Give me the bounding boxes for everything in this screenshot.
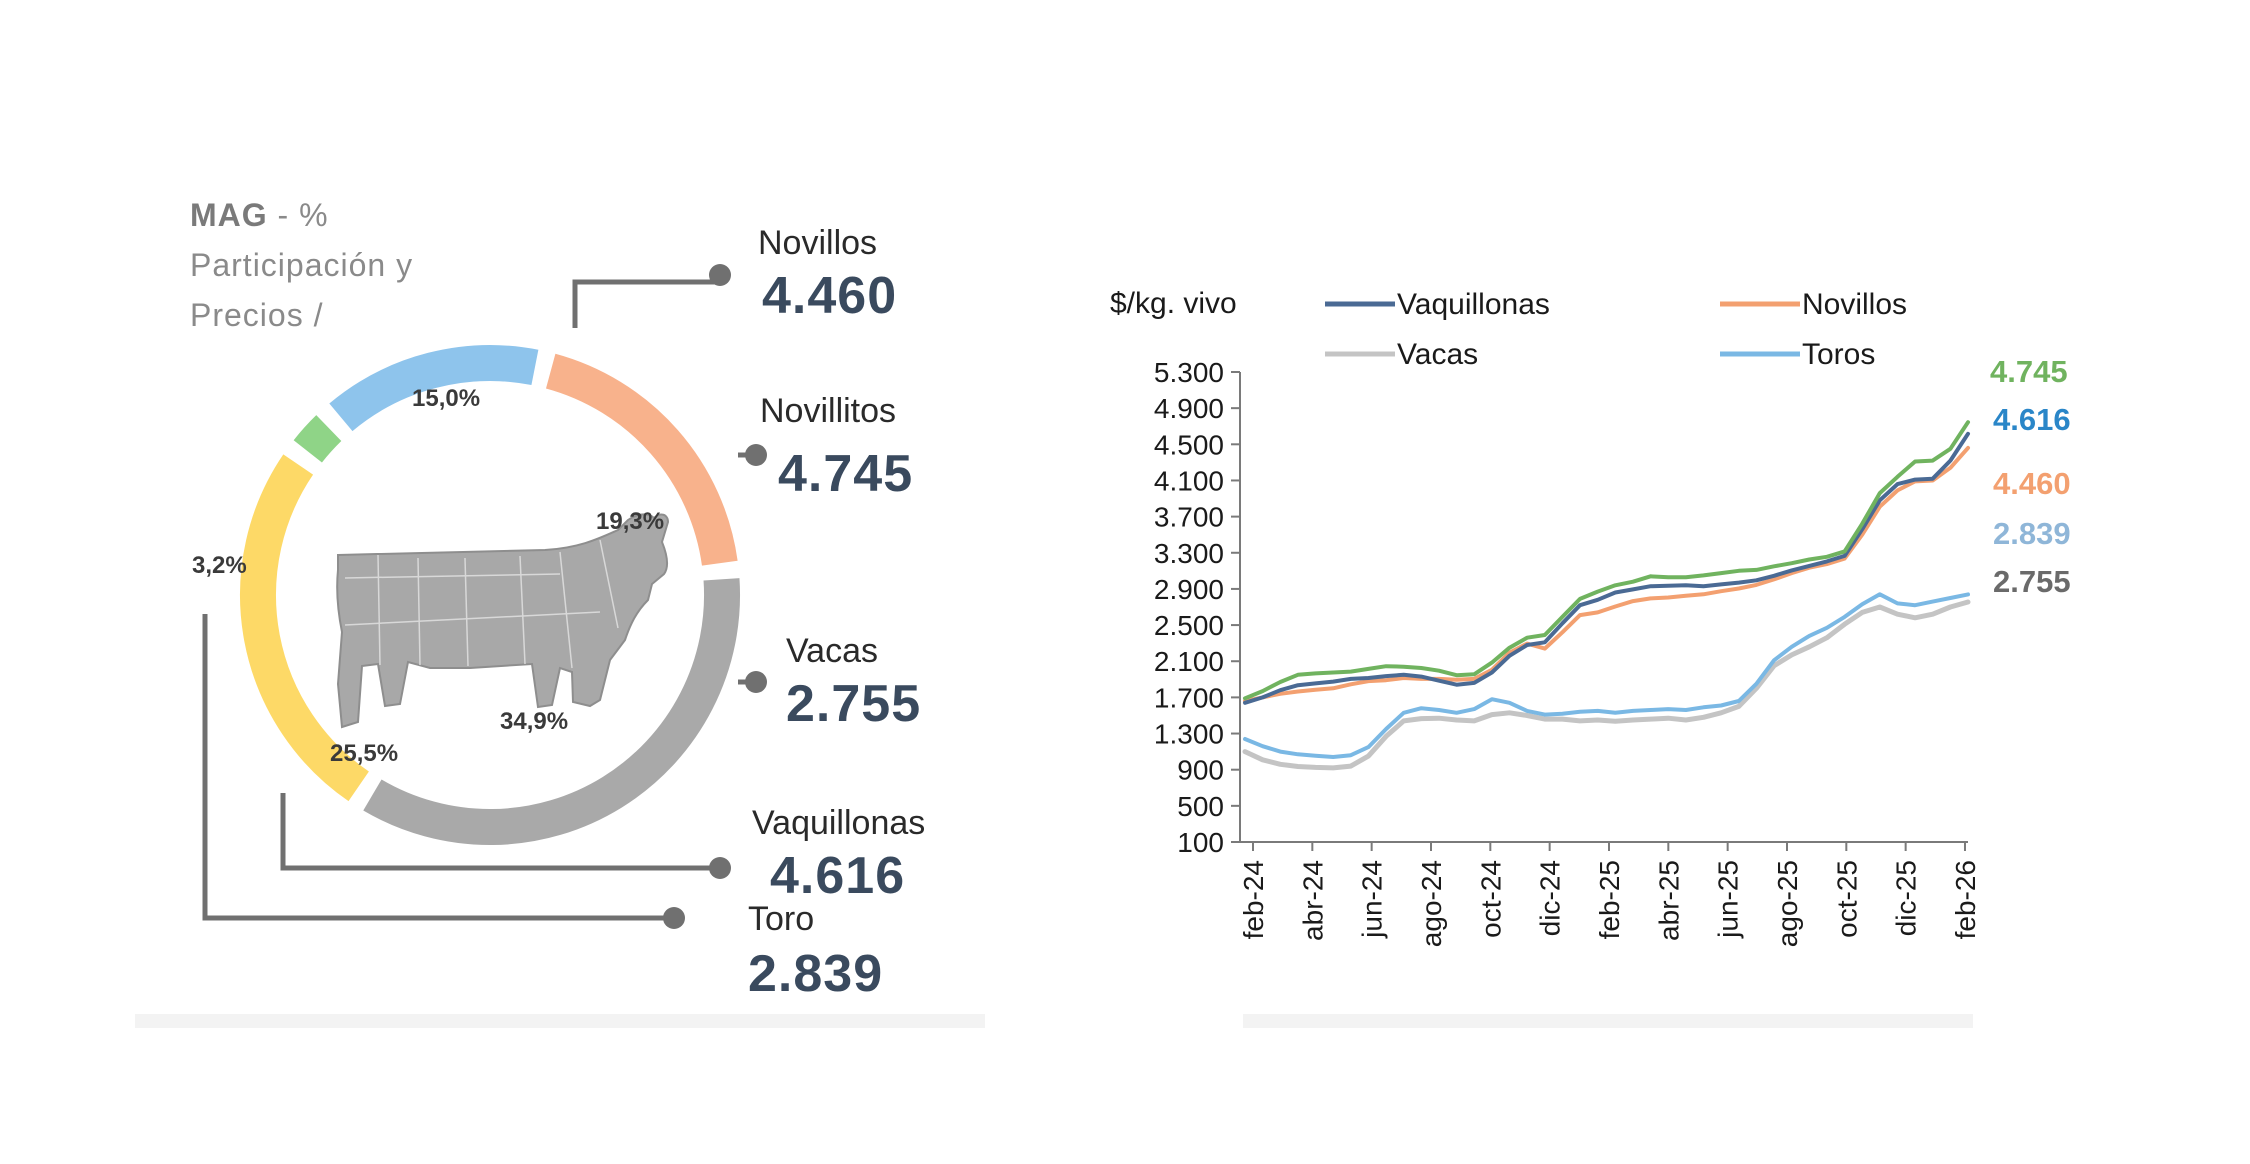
callout-price-novillos: 4.460	[762, 267, 898, 325]
y-tick-label: 2.500	[1154, 610, 1224, 641]
y-tick-label: 2.100	[1154, 646, 1224, 677]
x-tick-label: dic-24	[1535, 860, 1566, 936]
pie-slice-toro	[293, 415, 342, 463]
x-tick-label: ago-24	[1416, 860, 1447, 947]
y-tick-label: 2.900	[1154, 574, 1224, 605]
header-line-3: Precios /	[190, 297, 324, 333]
leader-line-toro	[202, 614, 672, 921]
leader-dot-vacas	[745, 671, 767, 693]
panel-header: MAG - % Participación y Precios /	[190, 190, 413, 340]
end-label-vacas: 2.755	[1993, 564, 2071, 599]
pct-label-novillos: 15,0%	[412, 385, 480, 412]
x-tick-label: feb-24	[1238, 860, 1269, 939]
callout-name-novillitos: Novillitos	[760, 392, 897, 430]
legend-label-novillos: Novillos	[1802, 288, 1907, 321]
leader-dot-toro	[663, 907, 685, 929]
end-label-toros: 2.839	[1993, 516, 2071, 551]
legend-label-vaquillonas: Vaquillonas	[1397, 288, 1550, 321]
end-label-novillitos: 4.745	[1990, 354, 2068, 389]
line-chart: $/kg. vivo Vaquillonas Novillos Vacas To…	[1110, 287, 2071, 947]
series-line-novillos	[1243, 445, 1970, 703]
end-label-novillos: 4.460	[1993, 466, 2071, 501]
x-tick-label: abr-24	[1297, 860, 1328, 941]
y-tick-label: 4.900	[1154, 393, 1224, 424]
callout-price-toro: 2.839	[748, 945, 884, 1003]
callout-price-vaquillonas: 4.616	[770, 847, 906, 905]
x-tick-label: jun-24	[1357, 860, 1388, 939]
callout-name-toro: Toro	[748, 900, 815, 938]
callout-name-vaquillonas: Vaquillonas	[752, 804, 926, 842]
x-tick-label: feb-25	[1594, 860, 1625, 939]
leader-line-novillos	[572, 279, 718, 328]
y-tick-label: 5.300	[1154, 357, 1224, 388]
callout-price-novillitos: 4.745	[778, 445, 914, 503]
leader-line-vaquillonas	[280, 793, 718, 871]
leader-dots	[663, 264, 767, 929]
y-tick-label: 1.300	[1154, 719, 1224, 750]
y-tick-label: 4.100	[1154, 465, 1224, 496]
pct-label-vacas: 34,9%	[500, 708, 568, 735]
pie-slice-vaquillonas	[240, 454, 369, 802]
header-line-2: Participación y	[190, 247, 414, 283]
x-tick-label: ago-25	[1772, 860, 1803, 947]
series-line-vacas	[1242, 599, 1971, 771]
y-tick-label: 3.700	[1154, 502, 1224, 533]
chart-lines	[1242, 420, 1971, 771]
header-bold: MAG	[190, 197, 268, 233]
x-tick-label: dic-25	[1891, 860, 1922, 936]
pie-slice-novillitos	[545, 353, 738, 566]
donut-chart: 15,0% 19,3% 34,9% 25,5% 3,2%	[192, 264, 767, 929]
left-panel-baseline	[135, 1014, 985, 1028]
legend-label-toros: Toros	[1802, 338, 1875, 371]
y-tick-label: 500	[1177, 791, 1224, 822]
pct-label-vaquillonas: 25,5%	[330, 740, 398, 767]
callout-name-novillos: Novillos	[758, 224, 878, 262]
x-tick-label: oct-25	[1831, 860, 1862, 938]
x-tick-label: feb-26	[1950, 860, 1981, 939]
series-line-novillitos	[1243, 420, 1970, 701]
leader-dot-vaquillonas	[709, 857, 731, 879]
series-line-toros	[1243, 592, 1970, 759]
legend-label-vacas: Vacas	[1397, 338, 1478, 371]
y-tick-label: 3.300	[1154, 538, 1224, 569]
y-tick-label: 900	[1177, 755, 1224, 786]
y-tick-label: 1.700	[1154, 682, 1224, 713]
x-tick-label: jun-25	[1713, 860, 1744, 939]
y-tick-label: 4.500	[1154, 429, 1224, 460]
pct-label-toro: 3,2%	[192, 552, 247, 579]
x-tick-label: abr-25	[1653, 860, 1684, 941]
pie-slice-novillos	[329, 345, 539, 432]
series-line-vaquillonas	[1243, 431, 1970, 705]
y-tick-label: 100	[1177, 827, 1224, 858]
right-panel-baseline	[1243, 1014, 1973, 1028]
x-tick-label: oct-24	[1475, 860, 1506, 938]
chart-axes: 100 500 900 1.300 1.700 2.100 2.500 2.900 3.300 3…	[1154, 357, 1981, 947]
end-label-vaquillonas: 4.616	[1993, 402, 2071, 437]
leader-dot-novillos	[709, 264, 731, 286]
pie-slice-vacas	[363, 578, 741, 846]
leader-dot-novillitos	[745, 444, 767, 466]
callout-name-vacas: Vacas	[786, 632, 878, 670]
bull-icon	[336, 513, 670, 729]
y-axis-label: $/kg. vivo	[1110, 287, 1237, 320]
callout-price-vacas: 2.755	[786, 675, 922, 733]
pct-label-novillitos: 19,3%	[596, 508, 664, 535]
header-suffix: - %	[267, 197, 329, 233]
